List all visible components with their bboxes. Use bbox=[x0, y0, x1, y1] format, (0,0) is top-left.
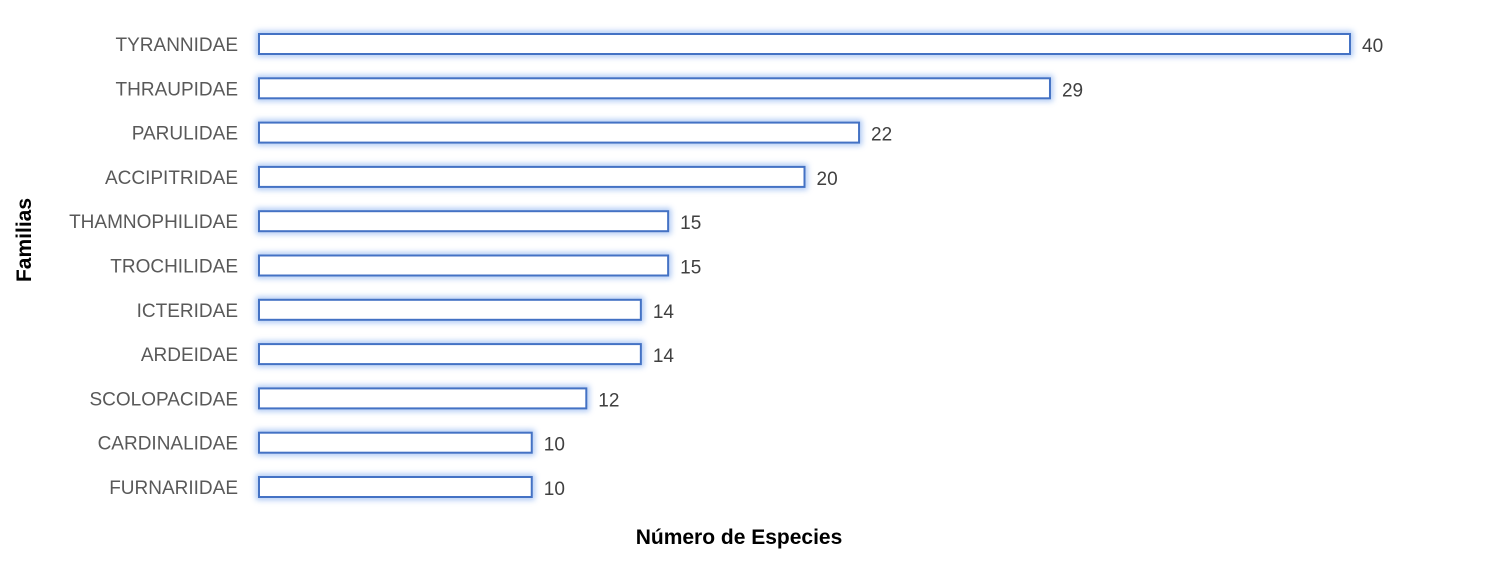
category-label-ardeidae: ARDEIDAE bbox=[141, 345, 238, 366]
bar-ardeidae bbox=[258, 343, 642, 366]
labels-layer: TYRANNIDAE 40 THRAUPIDAE 29 PARULIDAE 22 ACCIP… bbox=[69, 35, 1383, 500]
category-label-cardinalidae: CARDINALIDAE bbox=[98, 434, 238, 455]
bar-furnariidae bbox=[258, 476, 533, 498]
value-label-icteridae: 14 bbox=[653, 302, 675, 323]
bar-accipitridae bbox=[258, 165, 806, 188]
category-label-thamnophilidae: THAMNOPHILIDAE bbox=[69, 212, 238, 233]
bar-trochilidae bbox=[258, 254, 670, 277]
value-label-furnariidae: 10 bbox=[544, 479, 565, 500]
value-label-trochilidae: 15 bbox=[680, 258, 701, 279]
category-label-parulidae: PARULIDAE bbox=[132, 124, 238, 145]
category-label-trochilidae: TROCHILIDAE bbox=[110, 257, 238, 278]
x-axis-title: Número de Especies bbox=[636, 526, 843, 549]
value-label-tyrannidae: 40 bbox=[1362, 36, 1383, 57]
value-label-ardeidae: 14 bbox=[653, 346, 675, 367]
category-label-scolopacidae: SCOLOPACIDAE bbox=[89, 389, 238, 410]
bar-scolopacidae bbox=[258, 387, 588, 410]
category-label-thraupidae: THRAUPIDAE bbox=[116, 79, 238, 100]
value-label-scolopacidae: 12 bbox=[598, 390, 619, 411]
value-label-thraupidae: 29 bbox=[1062, 80, 1083, 101]
category-label-furnariidae: FURNARIIDAE bbox=[109, 478, 238, 499]
bars-layer bbox=[256, 31, 1353, 500]
bar-thamnophilidae bbox=[258, 210, 670, 233]
bar-parulidae bbox=[258, 121, 861, 144]
y-axis-title: Familias bbox=[13, 198, 36, 282]
value-label-parulidae: 22 bbox=[871, 125, 892, 146]
bar-icteridae bbox=[258, 298, 642, 321]
bar-thraupidae bbox=[258, 77, 1051, 100]
value-label-cardinalidae: 10 bbox=[544, 435, 565, 456]
value-label-thamnophilidae: 15 bbox=[680, 213, 701, 234]
bar-cardinalidae bbox=[258, 431, 533, 454]
category-label-accipitridae: ACCIPITRIDAE bbox=[105, 168, 238, 189]
category-label-icteridae: ICTERIDAE bbox=[137, 301, 238, 322]
bar-tyrannidae bbox=[258, 33, 1351, 55]
category-label-tyrannidae: TYRANNIDAE bbox=[116, 35, 238, 56]
value-label-accipitridae: 20 bbox=[817, 169, 838, 190]
